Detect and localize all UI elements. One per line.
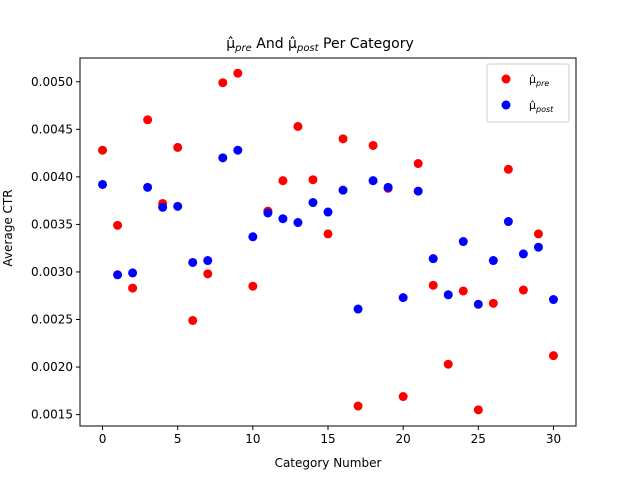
point-pre-10 [248, 281, 258, 291]
point-post-11 [263, 208, 273, 218]
point-post-0 [98, 179, 108, 189]
x-axis-label: Category Number [275, 456, 382, 470]
point-pre-30 [548, 351, 558, 361]
point-post-30 [548, 295, 558, 305]
point-post-22 [428, 254, 438, 264]
point-pre-1 [113, 220, 123, 230]
point-post-19 [383, 182, 393, 192]
point-pre-29 [533, 229, 543, 239]
point-post-20 [398, 293, 408, 303]
point-post-17 [353, 304, 363, 314]
point-post-21 [413, 186, 423, 196]
x-tick-label: 25 [471, 432, 486, 446]
point-pre-22 [428, 280, 438, 290]
point-post-13 [293, 218, 303, 228]
legend: μ̂pre μ̂post [486, 63, 570, 123]
point-post-6 [188, 257, 198, 267]
x-tick-label: 30 [546, 432, 561, 446]
y-tick-label: 0.0020 [31, 360, 73, 374]
point-pre-20 [398, 392, 408, 402]
point-pre-17 [353, 401, 363, 411]
point-pre-27 [503, 164, 513, 174]
point-pre-5 [173, 142, 183, 152]
point-post-2 [128, 268, 138, 278]
chart-title: μ̂pre And μ̂post Per Category [226, 36, 414, 54]
x-tick-label: 20 [396, 432, 411, 446]
point-pre-9 [233, 68, 243, 78]
point-pre-28 [518, 285, 528, 295]
point-pre-13 [293, 121, 303, 131]
x-tick-label: 5 [174, 432, 182, 446]
point-pre-26 [488, 298, 498, 308]
point-pre-24 [458, 286, 468, 296]
point-pre-7 [203, 269, 213, 279]
point-pre-25 [473, 405, 483, 415]
data-points [98, 68, 558, 415]
legend-marker [501, 100, 511, 110]
y-axis-label: Average CTR [1, 189, 15, 266]
chart-title-text: μ̂pre And μ̂post Per Category [226, 36, 414, 54]
point-post-12 [278, 214, 288, 224]
point-post-9 [233, 145, 243, 155]
point-post-27 [503, 217, 513, 227]
point-post-14 [308, 198, 318, 208]
point-post-16 [338, 185, 348, 195]
point-pre-3 [143, 115, 153, 125]
x-tick-label: 0 [99, 432, 107, 446]
point-post-26 [488, 256, 498, 266]
point-post-25 [473, 299, 483, 309]
point-pre-18 [368, 140, 378, 150]
y-tick-label: 0.0025 [31, 312, 73, 326]
x-tick-label: 15 [320, 432, 335, 446]
title-segment: μ̂ [288, 36, 297, 52]
point-post-28 [518, 249, 528, 259]
point-post-5 [173, 201, 183, 211]
title-subscript: post [296, 43, 320, 54]
point-post-18 [368, 176, 378, 186]
point-post-1 [113, 270, 123, 280]
point-post-24 [458, 237, 468, 247]
point-post-7 [203, 256, 213, 266]
point-pre-21 [413, 159, 423, 169]
y-tick-label: 0.0045 [31, 122, 73, 136]
y-tick-label: 0.0030 [31, 265, 73, 279]
point-pre-6 [188, 315, 198, 325]
y-tick-label: 0.0035 [31, 217, 73, 231]
y-tick-label: 0.0015 [31, 408, 73, 422]
y-axis-ticks: 0.0015 0.0020 0.0025 0.0030 0.0035 0.0040 0.00… [31, 75, 80, 422]
point-post-8 [218, 153, 228, 163]
title-segment: Per Category [319, 36, 414, 52]
title-segment: μ̂ [226, 36, 235, 52]
point-pre-8 [218, 78, 228, 88]
legend-box [486, 63, 570, 123]
point-pre-23 [443, 359, 453, 369]
legend-label: μ̂pre [529, 73, 549, 88]
point-post-23 [443, 290, 453, 300]
point-post-29 [533, 242, 543, 252]
point-pre-12 [278, 176, 288, 186]
point-pre-16 [338, 134, 348, 144]
point-post-10 [248, 232, 258, 242]
y-tick-label: 0.0050 [31, 75, 73, 89]
legend-marker [501, 74, 511, 84]
legend-label: μ̂post [529, 99, 554, 114]
x-tick-label: 10 [245, 432, 260, 446]
point-pre-2 [128, 283, 138, 293]
title-segment: And [252, 36, 288, 52]
point-post-3 [143, 182, 153, 192]
point-pre-0 [98, 145, 108, 155]
y-tick-label: 0.0040 [31, 170, 73, 184]
point-post-4 [158, 202, 168, 212]
point-pre-15 [323, 229, 333, 239]
x-axis-ticks: 0 5 10 15 20 25 30 [99, 426, 561, 446]
title-subscript: pre [234, 43, 252, 54]
point-post-15 [323, 207, 333, 217]
point-pre-14 [308, 175, 318, 185]
